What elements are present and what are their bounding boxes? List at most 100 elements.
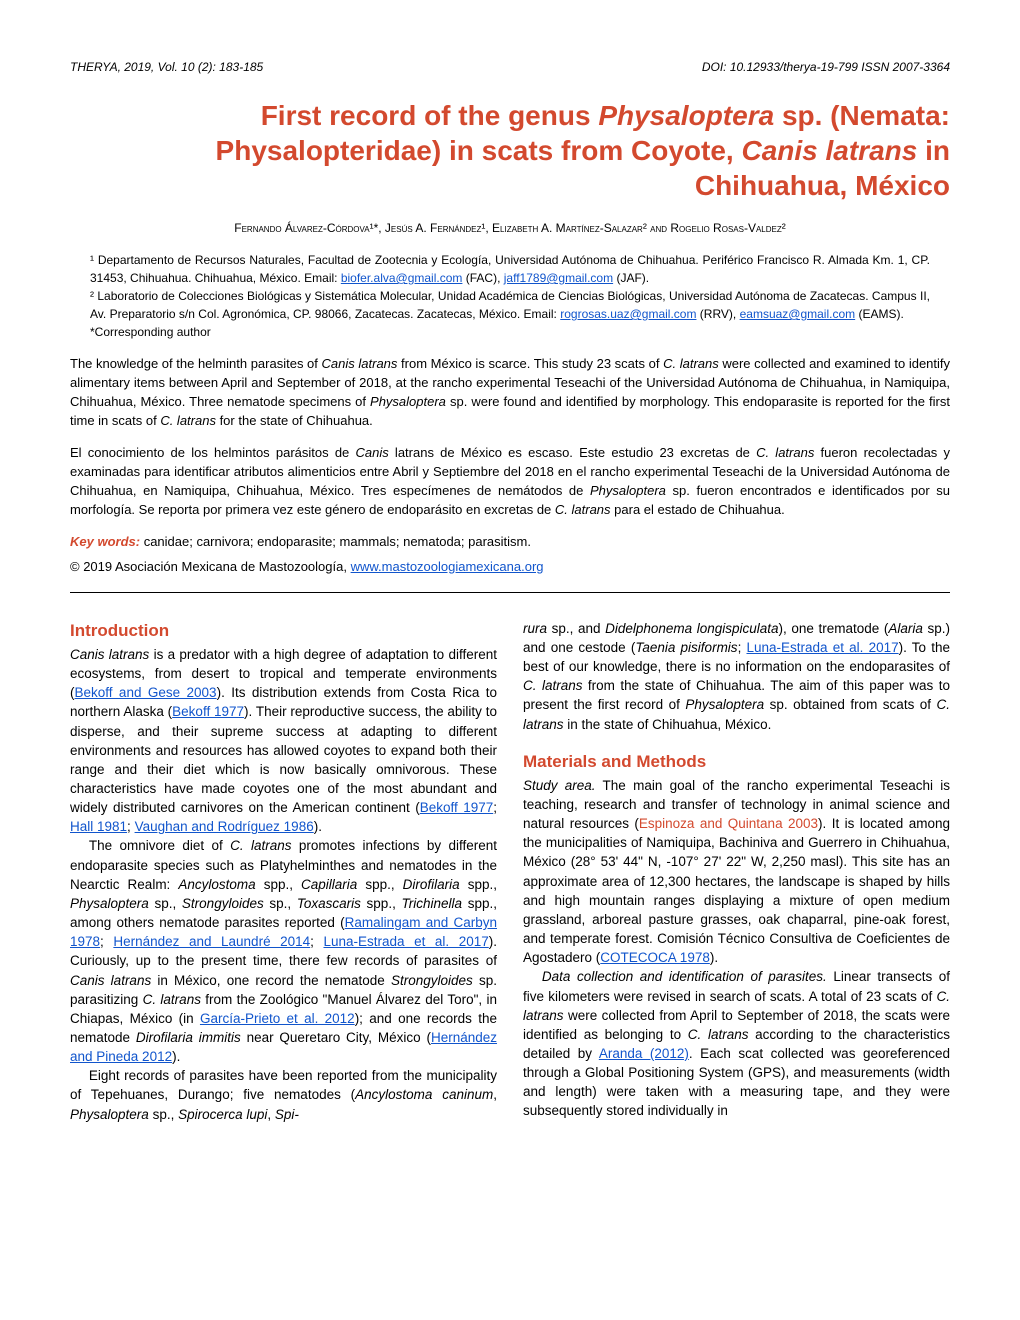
column-right: rura sp., and Didelphonema longispiculat… [523,619,950,1124]
taxon: Capillaria [301,877,357,892]
citation-link[interactable]: Bekoff 1977 [172,704,244,719]
abs-text: para el estado de Chihuahua. [611,502,785,517]
paragraph: Study area. The main goal of the rancho … [523,776,950,968]
taxon: C. latrans [230,838,291,853]
copyright-text: © 2019 Asociación Mexicana de Mastozoolo… [70,559,351,574]
taxon: Strongyloides [182,896,264,911]
subheading-inline: Data collection and identification of pa… [542,969,827,984]
taxon: Spi- [275,1107,299,1122]
taxon: C. latrans [688,1027,749,1042]
citation-link[interactable]: Vaughan and Rodríguez 1986 [135,819,314,834]
taxon: Physaloptera [685,697,764,712]
body-text: ). [314,819,322,834]
taxon: Canis [355,445,388,460]
taxon: C. latrans [756,445,814,460]
taxon: rura [523,621,547,636]
abs-text: The knowledge of the helminth parasites … [70,356,322,371]
taxon: Dirofilaria [403,877,460,892]
email-link[interactable]: jaff1789@gmail.com [504,271,613,285]
citation-link[interactable]: Luna-Estrada et al. 2017 [746,640,898,655]
authors-line: Fernando Álvarez-Córdova¹*, Jesús A. Fer… [70,221,950,235]
citation-link[interactable]: Hernández and Laundré 2014 [113,934,310,949]
citation-link[interactable]: Bekoff and Gese 2003 [75,685,217,700]
body-text: sp., [149,896,182,911]
title-part: First record of the genus [261,100,599,131]
paragraph: The omnivore diet of C. latrans promotes… [70,836,497,1066]
body-columns: Introduction Canis latrans is a predator… [70,619,950,1124]
email-link[interactable]: eamsuaz@gmail.com [740,307,856,321]
body-text: sp., [149,1107,178,1122]
page: THERYA, 2019, Vol. 10 (2): 183-185 DOI: … [0,0,1020,1164]
taxon: Physaloptera [70,896,149,911]
abs-text: for the state of Chihuahua. [216,413,373,428]
email-link[interactable]: rogrosas.uaz@gmail.com [560,307,696,321]
affiliation-2: ² Laboratorio de Colecciones Biológicas … [90,287,930,323]
citation-link[interactable]: Bekoff 1977 [420,800,494,815]
abs-text: from México is scarce. This study 23 sca… [397,356,663,371]
taxon: C. latrans [143,992,201,1007]
body-text: spp., [460,877,497,892]
taxon: Strongyloides [391,973,473,988]
taxon: Ancylostoma caninum [355,1087,493,1102]
body-text: spp., [256,877,301,892]
taxon: Ancylostoma [178,877,255,892]
running-header: THERYA, 2019, Vol. 10 (2): 183-185 DOI: … [70,60,950,74]
body-text: ). It is located among the municipalitie… [523,816,950,965]
citation-link[interactable]: Aranda (2012) [599,1046,689,1061]
section-rule [70,592,950,593]
body-text: in México, one record the nematode [151,973,391,988]
taxon: Alaria [888,621,923,636]
taxon: Trichinella [402,896,463,911]
taxon: Taenia pisiformis [635,640,737,655]
citation-link[interactable]: COTECOCA 1978 [600,950,710,965]
journal-ref: THERYA, 2019, Vol. 10 (2): 183-185 [70,60,263,74]
abstract-spanish: El conocimiento de los helmintos parásit… [70,444,950,519]
paragraph: Data collection and identification of pa… [523,967,950,1120]
society-link[interactable]: www.mastozoologiamexicana.org [351,559,544,574]
taxon: Canis latrans [322,356,398,371]
body-text: The omnivore diet of [89,838,230,853]
taxon: Toxascaris [297,896,361,911]
citation-link[interactable]: García-Prieto et al. 2012 [200,1011,355,1026]
paragraph: Canis latrans is a predator with a high … [70,645,497,837]
paragraph: rura sp., and Didelphonema longispiculat… [523,619,950,734]
article-title: First record of the genus Physaloptera s… [70,98,950,203]
body-text: ). [172,1049,180,1064]
taxon: Canis latrans [70,647,149,662]
aff-text: (EAMS). [855,307,904,321]
subheading-inline: Study area. [523,778,596,793]
citation-link[interactable]: Espinoza and Quintana 2003 [639,816,818,831]
taxon: Dirofilaria immitis [136,1030,241,1045]
copyright-line: © 2019 Asociación Mexicana de Mastozoolo… [70,559,950,574]
body-text: sp., and [547,621,605,636]
email-link[interactable]: biofer.alva@gmail.com [341,271,463,285]
taxon: Canis latrans [70,973,151,988]
body-text: in the state of Chihuahua, México. [564,717,772,732]
aff-text: (JAF). [613,271,649,285]
body-text: , [267,1107,275,1122]
body-text: spp., [361,896,402,911]
body-text: ; [310,934,323,949]
doi-issn: DOI: 10.12933/therya-19-799 ISSN 2007-33… [702,60,950,74]
body-text: ), one trematode ( [779,621,889,636]
taxon: C. latrans [160,413,216,428]
taxon: Didelphonema longispiculata [605,621,778,636]
body-text: ; [493,800,497,815]
body-text: near Queretaro City, México ( [241,1030,431,1045]
body-text: ; [127,819,135,834]
title-genus: Physaloptera [598,100,774,131]
taxon: C. latrans [523,678,582,693]
body-text: sp. obtained from scats of [764,697,936,712]
body-text: sp., [264,896,297,911]
taxon: Physaloptera [590,483,666,498]
body-text: , [493,1087,497,1102]
keywords-label: Key words: [70,534,140,549]
citation-link[interactable]: Luna-Estrada et al. 2017 [323,934,488,949]
abs-text: latrans de México es escaso. Este estudi… [389,445,756,460]
body-text: spp., [357,877,402,892]
keywords: Key words: canidae; carnivora; endoparas… [70,534,950,549]
aff-text: (FAC), [462,271,503,285]
citation-link[interactable]: Hall 1981 [70,819,127,834]
taxon: Physaloptera [70,1107,149,1122]
abstract-english: The knowledge of the helminth parasites … [70,355,950,430]
